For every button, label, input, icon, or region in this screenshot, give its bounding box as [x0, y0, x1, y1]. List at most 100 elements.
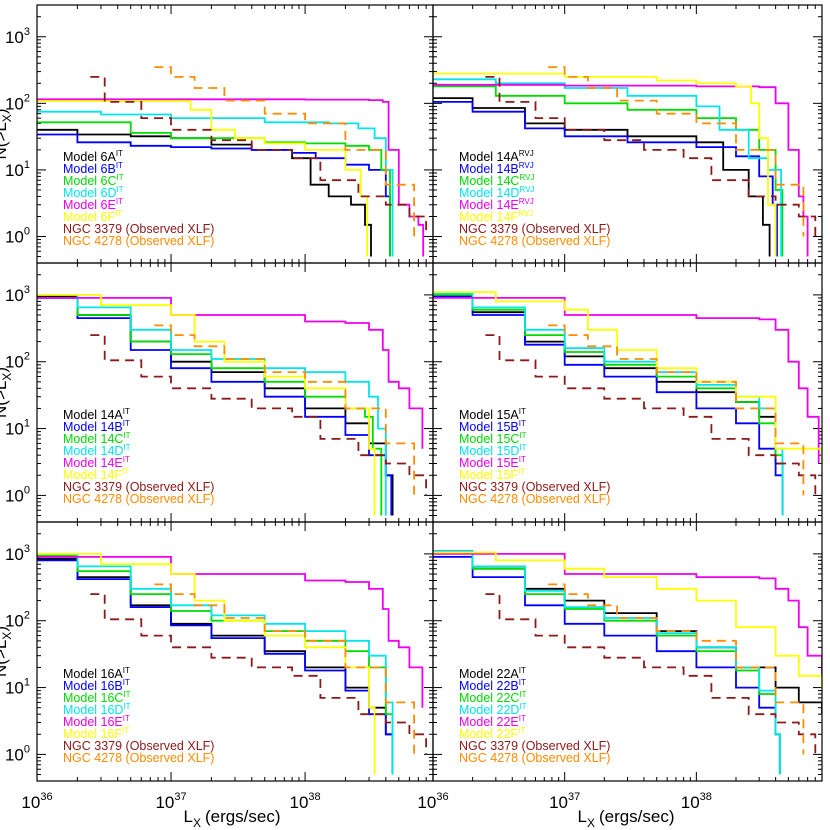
legend-entry: Model 15EIT	[459, 455, 526, 470]
legend-entry: Model 14FRVJ	[459, 209, 533, 224]
x-tick-label: 1038	[681, 791, 712, 812]
y-axis-label: N(>LX)	[0, 367, 14, 418]
legend-entry: Model 22CIT	[459, 690, 527, 705]
legend-entry: Model 6CIT	[63, 173, 124, 188]
legend-entry: Model 16FIT	[63, 726, 129, 741]
y-tick-label: 100	[5, 226, 30, 247]
legend-entry: Model 15DIT	[459, 443, 527, 458]
legend-entry: Model 6EIT	[63, 197, 123, 212]
legend-entry: Model 22EIT	[459, 714, 526, 729]
series-line-ngc-4278-observed-xlf-	[154, 66, 415, 237]
series-line-ngc-4278-observed-xlf-	[548, 66, 805, 237]
legend-entry: Model 22FIT	[459, 726, 525, 741]
legend-entry: Model 14EIT	[63, 455, 130, 470]
legend-entry: Model 15CIT	[459, 431, 527, 446]
series-line-model-14b	[433, 101, 778, 257]
series-group	[433, 66, 817, 257]
series-group	[433, 550, 822, 775]
series-line-model-16e	[37, 556, 424, 708]
legend-entry: Model 14CIT	[63, 431, 131, 446]
legend-entry-observed: NGC 4278 (Observed XLF)	[459, 492, 610, 506]
y-tick-label: 101	[5, 418, 30, 439]
series-line-model-14f	[433, 72, 777, 257]
series-group	[433, 291, 822, 516]
legend-entry: Model 14DIT	[63, 443, 131, 458]
panel-frame	[432, 521, 823, 782]
legend-entry: Model 14BIT	[63, 419, 130, 434]
axis-text: LX (ergs/sec) LX (ergs/sec)	[183, 807, 674, 830]
series-line-ngc-4278-observed-xlf-	[548, 583, 805, 755]
legend-entry: Model 16CIT	[63, 690, 131, 705]
legend-entry: Model 15AIT	[459, 407, 526, 422]
series-line-ngc-3379-observed-xlf-	[485, 334, 817, 496]
series-group	[37, 553, 427, 775]
legend-entry-observed: NGC 4278 (Observed XLF)	[63, 234, 214, 248]
legend-entry-observed: NGC 4278 (Observed XLF)	[63, 492, 214, 506]
series-line-model-15e	[433, 297, 820, 464]
series-line-model-22e	[433, 553, 822, 676]
x-tick-label: 1036	[21, 791, 52, 812]
series-group	[37, 294, 427, 516]
series-line-ngc-3379-observed-xlf-	[90, 76, 427, 237]
y-tick-label: 101	[5, 159, 30, 180]
series-line-ngc-3379-observed-xlf-	[485, 593, 817, 755]
legend-entry-observed: NGC 4278 (Observed XLF)	[63, 751, 214, 765]
series-line-model-22d	[433, 550, 781, 775]
legend-entry: Model 15BIT	[459, 419, 526, 434]
y-tick-label: 103	[5, 284, 30, 305]
series-line-ngc-3379-observed-xlf-	[90, 334, 427, 496]
y-tick-label: 100	[5, 484, 30, 505]
legend-entry: Model 16EIT	[63, 714, 130, 729]
y-axis-label: N(>LX)	[0, 108, 14, 159]
series-line-ngc-4278-observed-xlf-	[154, 324, 415, 496]
series-line-model-22f	[433, 551, 822, 688]
y-tick-label: 102	[5, 92, 30, 113]
y-tick-label: 102	[5, 610, 30, 631]
legend-entry-observed: NGC 3379 (Observed XLF)	[459, 739, 610, 753]
y-tick-label: 103	[5, 26, 30, 47]
legend-entry: Model 14ERVJ	[459, 197, 534, 212]
legend-entry: Model 14BRVJ	[459, 161, 534, 176]
legend-entry-observed: NGC 4278 (Observed XLF)	[459, 234, 610, 248]
legend-entry: Model 6AIT	[63, 149, 123, 164]
series-line-model-16f	[37, 553, 376, 775]
legend-entry-observed: NGC 3379 (Observed XLF)	[459, 222, 610, 236]
series-group	[37, 66, 427, 257]
legend-entry: Model 22BIT	[459, 678, 526, 693]
legend-entry: Model 6FIT	[63, 209, 122, 224]
legend-entry: Model 14CRVJ	[459, 173, 534, 188]
series-line-model-15f	[433, 291, 822, 464]
legend-entry: Model 22AIT	[459, 666, 526, 681]
legend-entry: Model 6DIT	[63, 185, 124, 200]
legend-entry: Model 14FIT	[63, 467, 129, 482]
legend-entry-observed: NGC 3379 (Observed XLF)	[63, 739, 214, 753]
legend-entry: Model 6BIT	[63, 161, 123, 176]
x-tick-label: 1036	[417, 791, 448, 812]
legend-entry: Model 16AIT	[63, 666, 130, 681]
series-line-model-6e	[37, 98, 425, 257]
legend-entry-observed: NGC 3379 (Observed XLF)	[63, 222, 214, 236]
legend-entry: Model 14DRVJ	[459, 185, 534, 200]
x-tick-label: 1037	[549, 791, 580, 812]
legend-entry: Model 15FIT	[459, 467, 525, 482]
x-tick-label: 1038	[290, 791, 321, 812]
legend-entry-observed: NGC 4278 (Observed XLF)	[459, 751, 610, 765]
legend-entry: Model 22DIT	[459, 702, 527, 717]
y-tick-label: 101	[5, 677, 30, 698]
legend-entry: Model 16DIT	[63, 702, 131, 717]
series-line-model-6f	[37, 100, 368, 257]
x-axis-label-left: LX (ergs/sec)	[183, 807, 280, 830]
y-tick-label: 102	[5, 351, 30, 372]
legend-entry: Model 16BIT	[63, 678, 130, 693]
series-line-ngc-3379-observed-xlf-	[90, 593, 427, 755]
legend-entry-observed: NGC 3379 (Observed XLF)	[459, 480, 610, 494]
legend-entry: Model 14AIT	[63, 407, 130, 422]
series-line-model-14f	[37, 294, 376, 516]
